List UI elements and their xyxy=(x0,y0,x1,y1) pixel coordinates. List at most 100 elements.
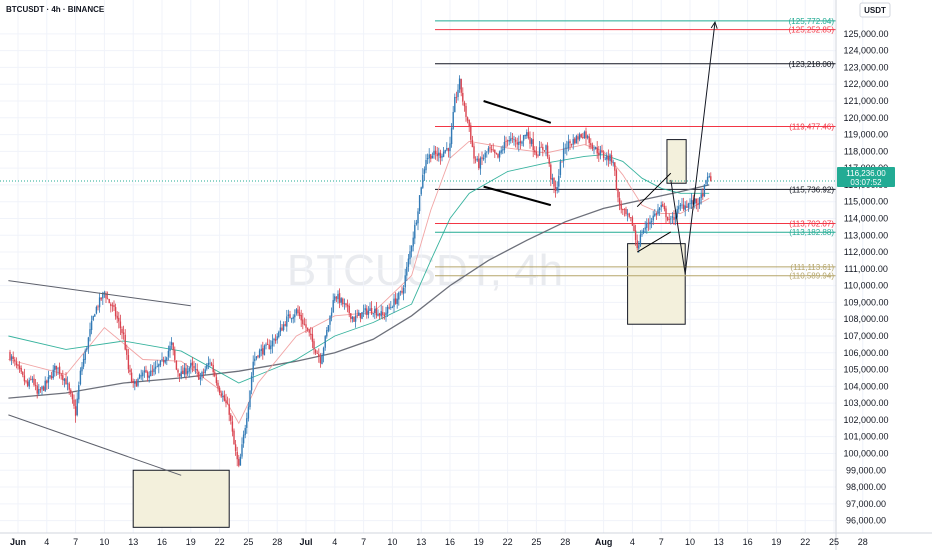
candle-body xyxy=(634,230,637,240)
candle-body xyxy=(135,381,138,387)
price-tick-label: 96,000.00 xyxy=(846,516,886,526)
candle-body xyxy=(287,314,290,317)
candle-body xyxy=(577,136,579,140)
candle-body xyxy=(302,319,304,325)
candle-body xyxy=(9,351,11,360)
candle-body xyxy=(105,293,107,299)
candle-body xyxy=(193,365,195,369)
candle-body xyxy=(417,211,419,224)
candle-body xyxy=(97,306,99,308)
candle-body xyxy=(316,353,318,355)
trendline xyxy=(636,172,672,208)
time-tick-label: 10 xyxy=(685,537,695,547)
candle-body xyxy=(82,358,85,367)
candle-body xyxy=(642,230,645,233)
candle-body xyxy=(681,204,683,206)
candle-body xyxy=(620,203,622,210)
candle-body xyxy=(502,149,504,151)
candle-body xyxy=(671,216,674,218)
candle-body xyxy=(457,89,459,97)
price-axis[interactable]: 96,000.00 97,000.00 98,000.00 99,000.00 100,… xyxy=(843,29,888,526)
candle-body xyxy=(260,348,262,351)
candle-body xyxy=(506,140,509,142)
candle-body xyxy=(202,372,205,374)
candle-body xyxy=(614,162,616,171)
time-tick-label: 4 xyxy=(332,537,337,547)
candle-body xyxy=(81,366,83,372)
candle-body xyxy=(522,135,525,141)
candle-body xyxy=(574,138,576,144)
chart-title: BTCUSDT · 4h · BINANCE xyxy=(6,5,105,14)
candle-body xyxy=(87,337,90,349)
candle-body xyxy=(498,151,501,158)
candle-body xyxy=(471,139,474,148)
candle-body xyxy=(223,395,226,401)
candle-body xyxy=(697,203,699,205)
price-tick-label: 119,000.00 xyxy=(844,130,888,140)
candle-body xyxy=(625,208,627,215)
candle-body xyxy=(10,356,13,360)
candle-body xyxy=(58,366,61,374)
candle-body xyxy=(294,314,296,318)
candle-body xyxy=(508,140,510,142)
candle-body xyxy=(255,356,258,359)
candle-body xyxy=(591,144,594,149)
candle-body xyxy=(335,297,338,299)
candle-body xyxy=(418,195,421,212)
candle-body xyxy=(332,300,334,313)
candle-body xyxy=(633,225,635,232)
candle-body xyxy=(119,321,122,329)
price-tick-label: 100,000.00 xyxy=(843,448,888,458)
candle-body xyxy=(206,365,208,369)
candle-body xyxy=(220,393,222,397)
candle-body xyxy=(89,329,91,337)
candle-body xyxy=(590,143,592,146)
price-tick-label: 124,000.00 xyxy=(843,46,888,56)
candle-body xyxy=(465,105,467,117)
candle-body xyxy=(415,222,418,225)
candle-body xyxy=(554,187,557,191)
currency-badge[interactable]: USDT xyxy=(859,2,891,18)
candle-body xyxy=(273,338,275,341)
candle-body xyxy=(231,421,234,432)
level-label: (123,218.00) xyxy=(789,60,835,69)
candle-body xyxy=(78,385,80,400)
candle-body xyxy=(705,180,707,184)
candle-body xyxy=(702,193,704,197)
candle-body xyxy=(505,141,507,142)
candle-body xyxy=(700,194,702,199)
time-tick-label: 4 xyxy=(44,537,49,547)
candle-body xyxy=(673,217,675,220)
time-axis[interactable]: Jun 4 7 10 13 16 19 22 25 28 Jul 4 7 10 13 16 19 22 25 28 Au… xyxy=(10,537,868,547)
candle-body xyxy=(226,403,229,405)
candle-body xyxy=(569,141,571,144)
candle-body xyxy=(518,141,520,145)
candle-body xyxy=(236,451,238,460)
candle-body xyxy=(652,215,654,221)
candle-body xyxy=(406,266,408,276)
candle-body xyxy=(526,132,528,136)
candle-body xyxy=(127,354,130,370)
price-tick-label: 121,000.00 xyxy=(843,96,888,106)
candle-body xyxy=(25,380,27,382)
candle-body xyxy=(132,380,134,383)
candle-body xyxy=(710,176,712,181)
candle-body xyxy=(460,78,462,93)
candle-body xyxy=(42,386,45,391)
candle-body xyxy=(66,383,69,385)
candle-body xyxy=(338,293,341,304)
candle-body xyxy=(679,204,682,207)
candle-body xyxy=(342,298,344,305)
candle-body xyxy=(190,363,192,368)
candle-body xyxy=(466,117,469,121)
price-tick-label: 110,000.00 xyxy=(844,281,888,291)
candle-body xyxy=(426,158,429,160)
candle-body xyxy=(54,365,56,371)
candle-body xyxy=(201,372,203,377)
candle-body xyxy=(159,360,162,366)
time-tick-label: 7 xyxy=(73,537,78,547)
candle-body xyxy=(639,234,642,246)
trendline xyxy=(8,280,191,307)
candle-body xyxy=(100,297,102,300)
